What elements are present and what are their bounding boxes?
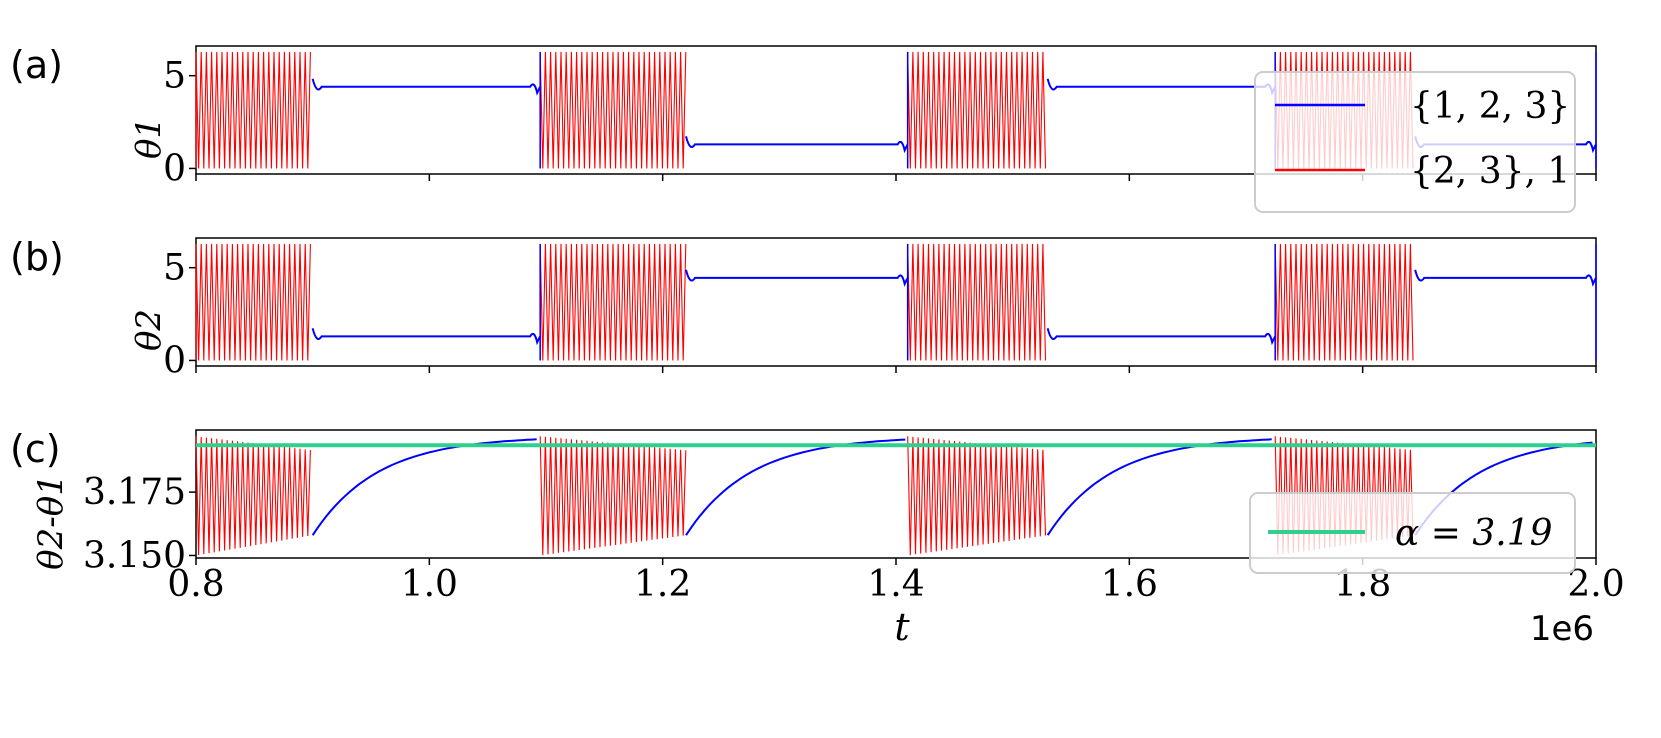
series-123-relaxation xyxy=(685,438,906,536)
series-23-1-oscillation xyxy=(1274,51,1414,169)
series-23-1-oscillation xyxy=(907,51,1047,169)
series-123-plateau xyxy=(1414,269,1597,287)
x-tick-label: 2.0 xyxy=(1567,564,1624,605)
y-tick-label: 0 xyxy=(163,148,186,189)
y-tick-label: 5 xyxy=(163,56,186,97)
ylabel-c: θ2-θ1 xyxy=(31,474,71,570)
ylabel-b: θ2 xyxy=(129,309,169,351)
x-tick-label: 1.0 xyxy=(401,564,458,605)
legend-a-box xyxy=(1254,71,1576,213)
ylabel-a: θ1 xyxy=(129,117,169,159)
series-123-plateau xyxy=(311,78,542,96)
series-23-1-oscillation xyxy=(907,436,1047,556)
y-tick-label: 5 xyxy=(163,248,186,289)
series-123-plateau xyxy=(1046,78,1277,96)
series-23-1-oscillation xyxy=(539,51,687,169)
series-23-1-oscillation xyxy=(195,51,311,169)
series-23-1-oscillation xyxy=(539,243,687,361)
legend-c-box xyxy=(1249,492,1576,574)
series-23-1-oscillation xyxy=(1274,243,1414,361)
x-tick-label: 0.8 xyxy=(167,564,224,605)
series-23-1-oscillation xyxy=(195,436,311,556)
legend-a: {1, 2, 3} {2, 3}, 1 xyxy=(1254,71,1576,213)
y-tick-label: 3.175 xyxy=(83,472,186,513)
series-123-plateau xyxy=(685,136,909,154)
y-tick-label: 3.150 xyxy=(83,535,186,576)
legend-label-alpha: α = 3.19 xyxy=(1395,513,1553,554)
series-123-relaxation xyxy=(1046,438,1272,536)
series-123-relaxation xyxy=(311,438,537,536)
panel-label-b: (b) xyxy=(10,235,64,279)
legend-label-123: {1, 2, 3} xyxy=(1410,86,1570,127)
x-tick-label: 1.4 xyxy=(867,564,924,605)
legend-c: α = 3.19 xyxy=(1249,492,1576,574)
x-tick-label: 1.6 xyxy=(1101,564,1158,605)
series-23-1-oscillation xyxy=(907,243,1047,361)
series-123-plateau xyxy=(685,269,909,287)
series-23-1-oscillation xyxy=(539,436,687,556)
series-23-1-oscillation xyxy=(195,243,311,361)
series-123-plateau xyxy=(1046,328,1277,346)
xlabel: t xyxy=(894,605,910,649)
x-offset-label: 1e6 xyxy=(1530,609,1594,649)
panel-label-a: (a) xyxy=(10,43,63,87)
legend-label-23-1: {2, 3}, 1 xyxy=(1410,151,1570,192)
y-tick-label: 0 xyxy=(163,340,186,381)
panel-b-plot: 05 xyxy=(163,237,1597,381)
series-123-plateau xyxy=(311,328,542,346)
x-tick-label: 1.2 xyxy=(634,564,691,605)
panel-label-c: (c) xyxy=(10,427,61,471)
